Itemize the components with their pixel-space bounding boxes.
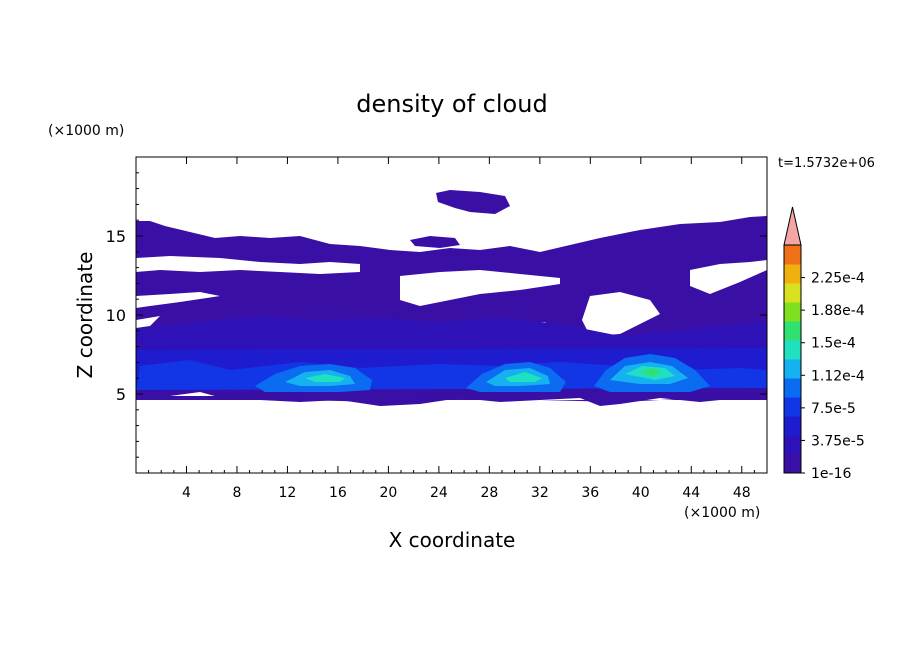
plot-area <box>136 157 767 473</box>
colorbar-frame <box>783 244 802 474</box>
colorbar-tick-label: 1e-16 <box>811 466 851 482</box>
y-axis-label: Z coordinate <box>73 252 97 379</box>
x-tick-label: 20 <box>379 485 397 501</box>
colorbar-extend-arrow <box>783 206 802 246</box>
colorbar-swatch <box>784 378 801 398</box>
colorbar-swatch <box>784 283 801 303</box>
gap-upper-left <box>136 256 360 274</box>
gap-left-lower <box>136 316 160 328</box>
colorbar-tick-label: 1.12e-4 <box>811 368 865 384</box>
gap-right-mid <box>582 292 660 336</box>
colorbar-tick-label: 1.5e-4 <box>811 336 856 352</box>
x-axis-label: X coordinate <box>389 528 516 552</box>
y-axis: 5 10 15 <box>106 172 767 458</box>
time-label: t=1.5732e+06 <box>778 156 875 171</box>
gap-right-upper <box>690 260 767 294</box>
y-tick-label: 5 <box>116 385 126 404</box>
colorbar: 1e-16 3.75e-5 7.5e-5 1.12e-4 1.5e-4 1.88e-4 2.… <box>783 206 865 482</box>
x-tick-label: 24 <box>430 485 448 501</box>
colorbar-swatch <box>784 321 801 341</box>
peak-band-1-core <box>305 374 345 382</box>
colorbar-swatch <box>784 454 801 474</box>
x-tick-label: 28 <box>480 485 498 501</box>
chart-title: density of cloud <box>356 90 547 118</box>
colorbar-swatch <box>784 302 801 322</box>
x-tick-label: 44 <box>682 485 700 501</box>
x-tick-label: 16 <box>329 485 347 501</box>
y-tick-label: 15 <box>106 227 126 246</box>
y-tick-label: 10 <box>106 306 126 325</box>
colorbar-swatch <box>784 359 801 379</box>
contour-level-1-mid-island <box>410 236 460 248</box>
x-tick-label: 36 <box>581 485 599 501</box>
peak-band-3-max <box>640 368 662 376</box>
x-tick-label: 48 <box>733 485 751 501</box>
gap-left-mid <box>136 292 220 308</box>
x-tick-label: 32 <box>531 485 549 501</box>
colorbar-swatch <box>784 397 801 417</box>
x-tick-label: 4 <box>182 485 191 501</box>
x-unit-label: (×1000 m) <box>684 505 760 521</box>
colorbar-tick-label: 2.25e-4 <box>811 271 865 287</box>
colorbar-swatch <box>784 416 801 436</box>
colorbar-swatch <box>784 245 801 265</box>
contour-base-rim <box>136 396 767 402</box>
colorbar-swatch <box>784 340 801 360</box>
colorbar-tick-label: 7.5e-5 <box>811 401 856 417</box>
colorbar-tick-label: 1.88e-4 <box>811 303 865 319</box>
x-axis: 4 8 12 16 20 24 28 32 36 40 44 48 <box>148 157 755 501</box>
x-tick-label: 12 <box>279 485 297 501</box>
contour-level-1-top-island <box>436 190 510 214</box>
peak-band-2-core <box>505 372 542 382</box>
colorbar-swatch <box>784 264 801 284</box>
x-tick-label: 8 <box>232 485 241 501</box>
colorbar-tick-label: 3.75e-5 <box>811 433 865 449</box>
y-unit-label: (×1000 m) <box>48 123 124 139</box>
x-tick-label: 40 <box>632 485 650 501</box>
density-contours <box>136 190 767 406</box>
colorbar-swatch <box>784 435 801 455</box>
gap-center <box>400 270 560 306</box>
